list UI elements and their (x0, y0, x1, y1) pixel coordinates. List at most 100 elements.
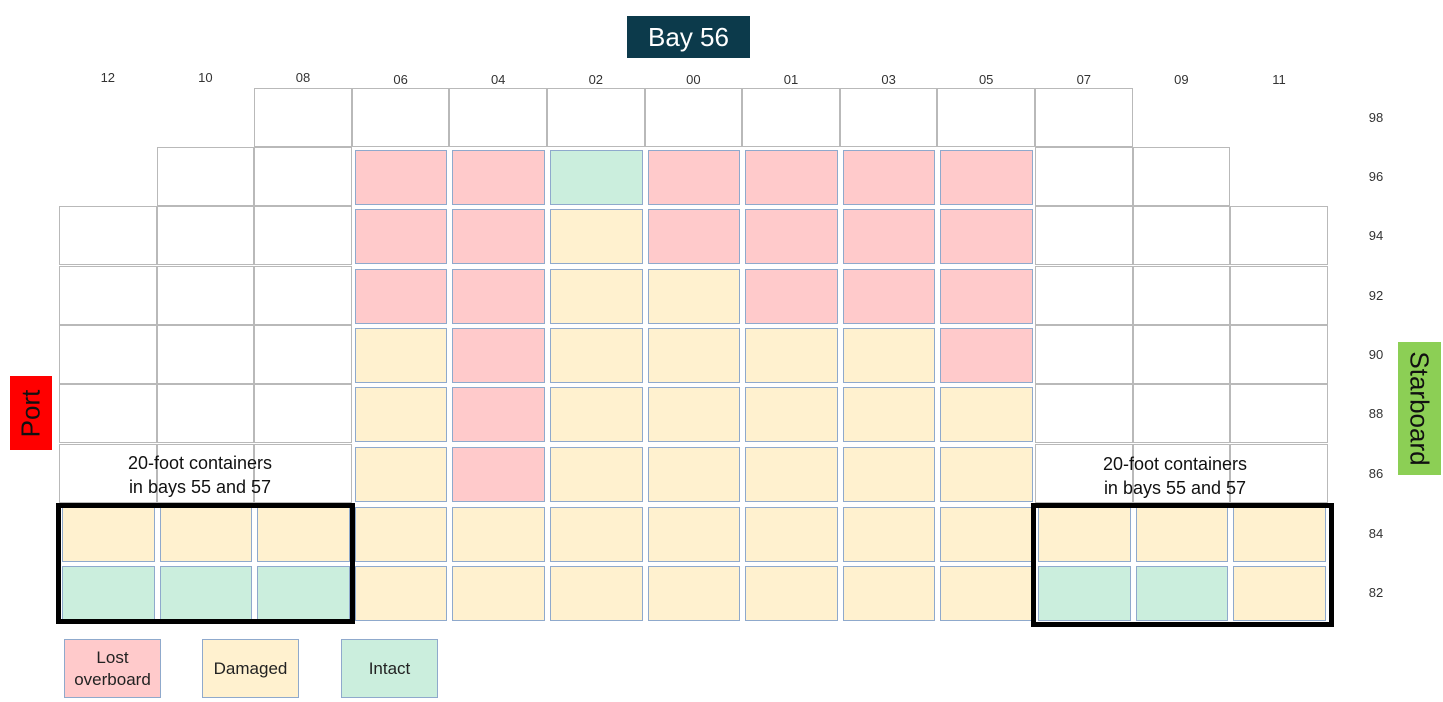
group-box-left (56, 503, 355, 624)
slot-04-92 (452, 269, 545, 324)
group-note-left: 20-foot containers in bays 55 and 57 (60, 451, 340, 499)
slot-03-90 (842, 328, 936, 383)
slot-10-86 (156, 444, 255, 503)
slot-01-88 (745, 387, 838, 442)
slot-02-84 (550, 507, 643, 562)
slot-03-82 (842, 566, 936, 621)
slot-09-88 (1132, 384, 1231, 443)
column-label-07: 07 (1076, 72, 1092, 87)
slot-09-96 (1132, 147, 1231, 206)
slot-04-90 (452, 328, 545, 383)
slot-11-94 (1230, 206, 1328, 265)
slot-10-88 (156, 384, 255, 443)
slot-07-98 (1035, 88, 1133, 147)
group-note-left-line1: 20-foot containers (127, 453, 273, 473)
group-note-right: 20-foot containers in bays 55 and 57 (1035, 452, 1315, 500)
slot-01-96 (745, 150, 838, 205)
slot-12-84 (62, 507, 155, 562)
slot-00-98 (644, 88, 743, 147)
slot-08-94 (254, 206, 352, 265)
slot-01-84 (745, 507, 838, 562)
slot-02-96 (550, 150, 643, 205)
slot-03-92 (842, 269, 936, 324)
slot-00-96 (647, 150, 741, 205)
group-note-left-line2: in bays 55 and 57 (128, 477, 272, 497)
slot-06-94 (354, 209, 448, 264)
legend-intact: Intact (341, 639, 438, 698)
slot-06-98 (351, 88, 450, 147)
column-label-01: 01 (783, 72, 799, 87)
slot-06-96 (354, 150, 448, 205)
row-label-92: 92 (1368, 287, 1384, 303)
slot-06-88 (354, 387, 448, 442)
port-label-text: Port (15, 389, 46, 437)
slot-10-96 (156, 147, 255, 206)
slot-05-84 (940, 507, 1033, 562)
slot-10-84 (159, 507, 253, 562)
slot-02-94 (550, 209, 643, 264)
bay-title: Bay 56 (627, 16, 750, 58)
slot-10-82 (159, 566, 253, 621)
slot-02-90 (550, 328, 643, 383)
slot-08-88 (254, 384, 352, 443)
slot-07-82 (1038, 566, 1131, 621)
starboard-label-text: Starboard (1405, 351, 1435, 466)
slot-05-98 (937, 88, 1035, 147)
row-label-90: 90 (1368, 346, 1384, 362)
slot-09-92 (1132, 266, 1231, 325)
slot-03-98 (839, 88, 938, 147)
slot-06-84 (354, 507, 448, 562)
slot-06-92 (354, 269, 448, 324)
slot-01-94 (745, 209, 838, 264)
slot-02-98 (547, 88, 645, 147)
column-label-06: 06 (393, 72, 408, 87)
slot-08-86 (254, 444, 352, 503)
slot-12-88 (59, 384, 157, 443)
slot-01-92 (745, 269, 838, 324)
slot-02-82 (550, 566, 643, 621)
column-label-10: 10 (198, 70, 213, 85)
slot-04-84 (452, 507, 545, 562)
slot-01-86 (745, 447, 838, 502)
column-label-02: 02 (588, 72, 604, 87)
slot-11-88 (1230, 384, 1328, 443)
column-label-00: 00 (686, 72, 701, 87)
slot-08-96 (254, 147, 352, 206)
slot-03-88 (842, 387, 936, 442)
slot-00-92 (647, 269, 741, 324)
slot-07-88 (1035, 384, 1133, 443)
column-label-04: 04 (490, 72, 506, 87)
slot-11-82 (1233, 566, 1326, 621)
slot-05-88 (940, 387, 1033, 442)
column-label-09: 09 (1174, 72, 1189, 87)
slot-12-92 (59, 266, 157, 325)
slot-00-84 (647, 507, 741, 562)
legend-lost-line1: Lost (96, 647, 129, 667)
row-label-82: 82 (1368, 584, 1384, 600)
slot-04-86 (452, 447, 545, 502)
legend-lost: Lost overboard (64, 639, 161, 698)
slot-04-88 (452, 387, 545, 442)
slot-01-82 (745, 566, 838, 621)
row-label-84: 84 (1368, 525, 1384, 541)
slot-12-90 (59, 325, 157, 384)
slot-06-82 (354, 566, 448, 621)
slot-06-90 (354, 328, 448, 383)
slot-11-90 (1230, 325, 1328, 384)
slot-11-84 (1233, 507, 1326, 562)
slot-00-88 (647, 387, 741, 442)
row-label-86: 86 (1368, 465, 1384, 481)
slot-09-94 (1132, 206, 1231, 265)
legend-lost-line2: overboard (74, 669, 151, 689)
slot-09-86 (1132, 444, 1231, 503)
slot-05-94 (940, 209, 1033, 264)
slot-05-90 (940, 328, 1033, 383)
slot-03-84 (842, 507, 936, 562)
slot-10-90 (156, 325, 255, 384)
slot-07-94 (1035, 206, 1133, 265)
column-label-05: 05 (978, 72, 994, 87)
slot-05-96 (940, 150, 1033, 205)
column-label-12: 12 (100, 70, 116, 85)
starboard-label: Starboard (1398, 342, 1441, 475)
column-label-03: 03 (881, 72, 896, 87)
